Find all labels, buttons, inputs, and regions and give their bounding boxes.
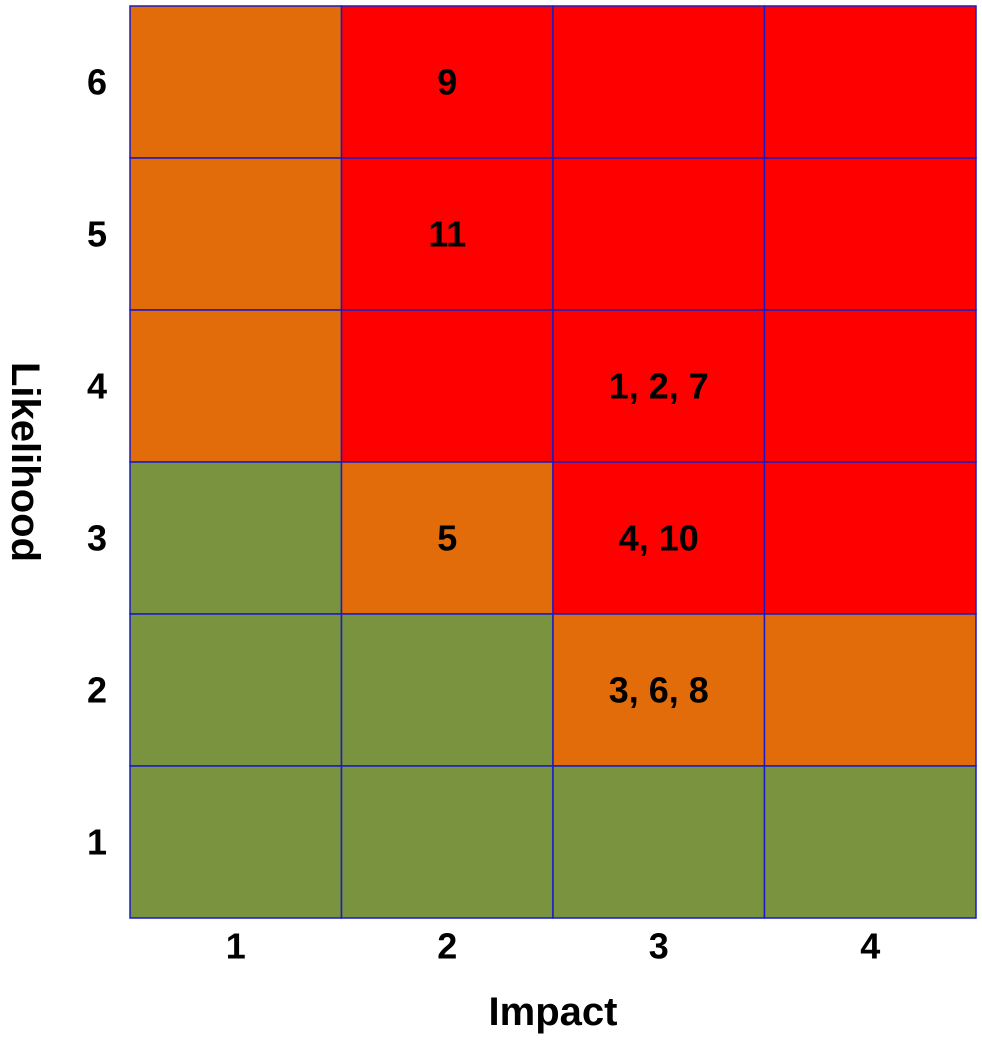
x-tick-label-4: 4	[860, 926, 880, 967]
y-tick-labels: 1 2 3 4 5 6	[87, 62, 107, 863]
y-tick-label-5: 5	[87, 214, 107, 255]
cell-risk-ids-L6-I2: 9	[437, 62, 457, 103]
y-tick-label-3: 3	[87, 518, 107, 559]
matrix-cell-L2-I1	[129, 613, 343, 767]
matrix-cell-L2-I2	[340, 613, 554, 767]
y-axis-title: Likelihood	[3, 362, 47, 562]
matrix-cell-L6-I3	[552, 5, 766, 159]
y-tick-label-6: 6	[87, 62, 107, 103]
matrix-cell-L5-I2	[340, 157, 554, 311]
matrix-cell-L1-I2	[340, 765, 554, 919]
cell-labels-layer: 9 11 1, 2, 7 5 4, 10 3, 6, 8	[428, 62, 709, 711]
y-tick-label-2: 2	[87, 670, 107, 711]
cell-risk-ids-L2-I3: 3, 6, 8	[609, 670, 709, 711]
matrix-cell-L1-I3	[552, 765, 766, 919]
cells-layer	[129, 5, 977, 919]
matrix-cell-L3-I1	[129, 461, 343, 615]
matrix-cell-L4-I4	[763, 309, 977, 463]
matrix-cell-L6-I2	[340, 5, 554, 159]
matrix-cell-L5-I4	[763, 157, 977, 311]
matrix-cell-L6-I4	[763, 5, 977, 159]
x-tick-label-3: 3	[649, 926, 669, 967]
cell-risk-ids-L5-I2: 11	[428, 214, 466, 255]
matrix-cell-L4-I1	[129, 309, 343, 463]
x-tick-labels: 1 2 3 4	[226, 926, 881, 967]
matrix-cell-L1-I4	[763, 765, 977, 919]
cell-risk-ids-L4-I3: 1, 2, 7	[609, 366, 709, 407]
cell-risk-ids-L3-I3: 4, 10	[619, 518, 699, 559]
y-tick-label-4: 4	[87, 366, 107, 407]
matrix-cell-L6-I1	[129, 5, 343, 159]
matrix-cell-L5-I3	[552, 157, 766, 311]
cell-risk-ids-L3-I2: 5	[437, 518, 457, 559]
matrix-cell-L2-I3	[552, 613, 766, 767]
matrix-cell-L2-I4	[763, 613, 977, 767]
matrix-cell-L4-I2	[340, 309, 554, 463]
x-tick-label-2: 2	[437, 926, 457, 967]
matrix-cell-L5-I1	[129, 157, 343, 311]
matrix-cell-L3-I3	[552, 461, 766, 615]
matrix-cell-L3-I4	[763, 461, 977, 615]
y-tick-label-1: 1	[87, 822, 107, 863]
x-tick-label-1: 1	[226, 926, 246, 967]
matrix-cell-L3-I2	[340, 461, 554, 615]
x-axis-title: Impact	[489, 990, 618, 1034]
matrix-cell-L1-I1	[129, 765, 343, 919]
matrix-cell-L4-I3	[552, 309, 766, 463]
